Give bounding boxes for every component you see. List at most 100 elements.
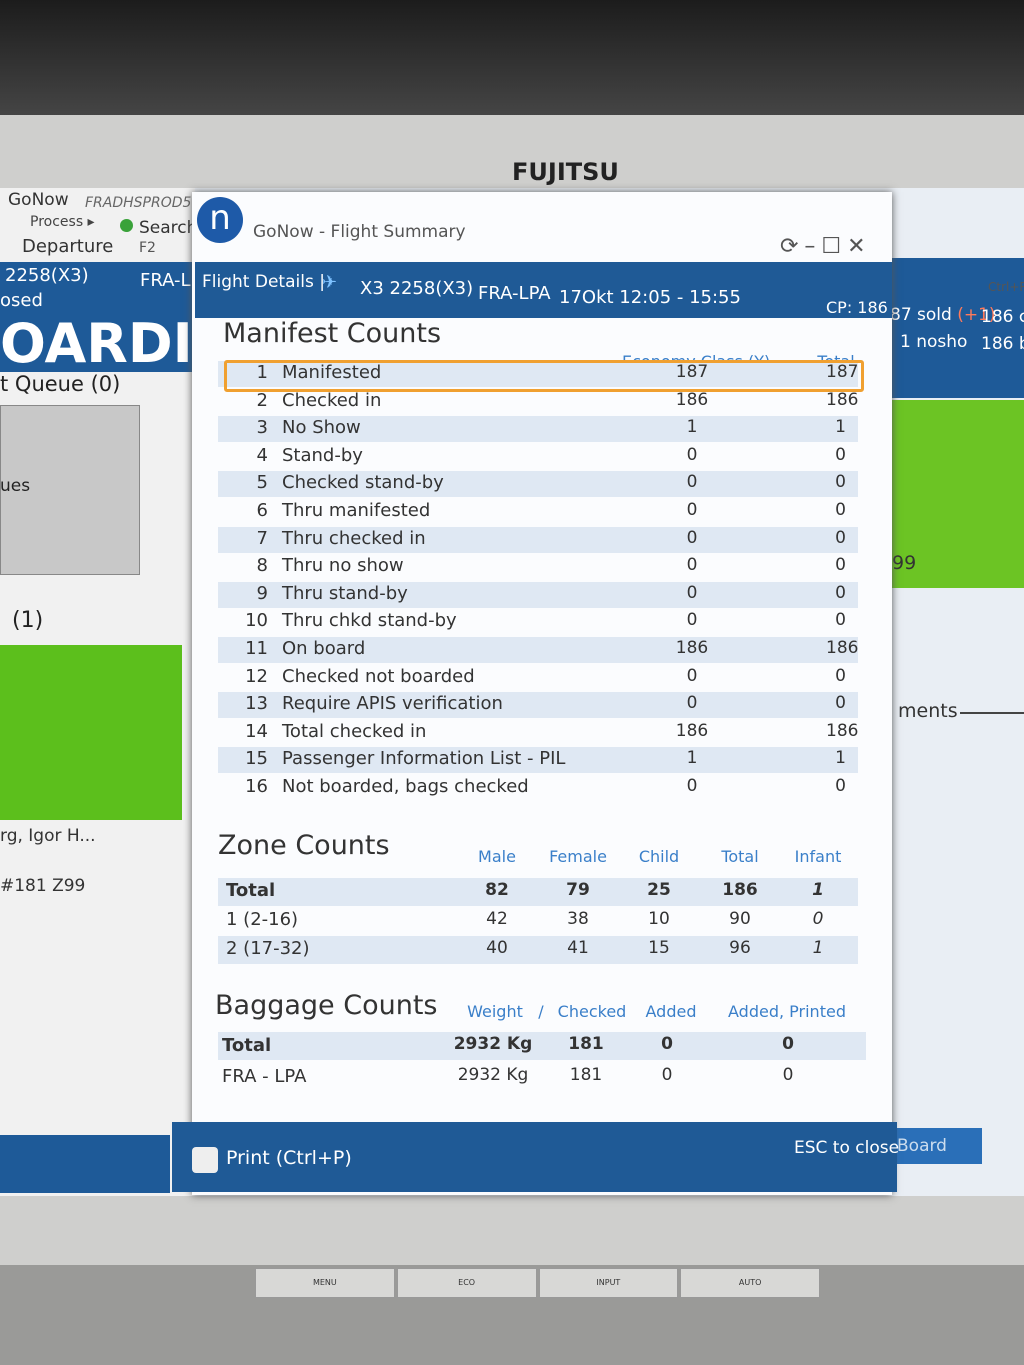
column-header: / <box>538 1002 544 1021</box>
row-label: Passenger Information List - PIL <box>282 748 566 770</box>
row-band <box>218 637 858 663</box>
cell: 0 <box>782 1034 794 1054</box>
cell: 0 <box>835 500 846 520</box>
row-band <box>218 747 858 774</box>
window-controls[interactable]: ⟳–☐✕ <box>780 234 872 259</box>
cell: 0 <box>835 693 846 714</box>
wall <box>0 0 1024 130</box>
row-number: 13 <box>245 693 268 715</box>
row-band <box>218 526 858 553</box>
cell: 0 <box>835 776 846 796</box>
selection-outline <box>224 360 864 392</box>
cell: 186 <box>826 720 859 741</box>
app-logo: n <box>197 197 243 243</box>
row-label: Thru stand-by <box>282 582 408 604</box>
cell: 0 <box>686 693 698 714</box>
app-name: GoNow <box>8 190 69 210</box>
row-label: 2 (17-32) <box>226 938 310 959</box>
row-label: Thru manifested <box>282 500 431 521</box>
cell: 25 <box>647 880 671 900</box>
monitor-button[interactable]: AUTO <box>680 1268 820 1298</box>
key: F2 <box>139 240 156 256</box>
row-number: 11 <box>245 638 268 659</box>
status-dot <box>120 219 133 232</box>
cell: 10 <box>648 909 670 929</box>
row-label: Total checked in <box>282 720 427 742</box>
status-tile <box>0 645 182 820</box>
header-cp: CP: 186 <box>826 298 888 317</box>
cell: 187 <box>675 362 709 382</box>
column-header: Weight <box>467 1002 523 1021</box>
cell: 0 <box>661 1065 673 1085</box>
cell: 0 <box>686 555 698 576</box>
cell: 186 <box>675 720 709 741</box>
row-label: On board <box>282 638 366 659</box>
header-time: 17Okt 12:05 - 15:55 <box>559 287 741 308</box>
menu[interactable]: Process ▸ <box>30 214 95 230</box>
row-number: 7 <box>256 527 268 549</box>
cell: 2932 Kg <box>453 1034 533 1054</box>
status: osed <box>0 290 43 311</box>
queue: t Queue (0) <box>0 372 121 396</box>
cell: 0 <box>835 555 846 576</box>
flight: 2258(X3) <box>5 265 89 286</box>
board-button[interactable]: Board <box>897 1128 982 1164</box>
row-number: 14 <box>245 720 268 742</box>
row-number: 8 <box>256 555 268 577</box>
row-band <box>218 581 858 608</box>
cell: 0 <box>686 665 698 686</box>
row-label: Stand-by <box>282 444 363 466</box>
header-bar <box>195 262 892 318</box>
monitor-button[interactable]: ECO <box>396 1268 537 1298</box>
row-band <box>218 1032 866 1060</box>
item: ues <box>0 476 31 496</box>
cell: 1 <box>835 748 846 769</box>
cell: 181 <box>569 1065 603 1085</box>
cell: 0 <box>835 665 846 686</box>
row-label: Not boarded, bags checked <box>282 776 529 797</box>
label: ments <box>898 700 958 722</box>
cell: 79 <box>566 880 590 900</box>
row-label: Require APIS verification <box>282 693 503 715</box>
column-header: Female <box>549 847 607 866</box>
tab[interactable]: Departure <box>22 236 114 257</box>
cell: 0 <box>686 582 698 603</box>
row-band <box>218 692 858 719</box>
cell: 0 <box>686 444 698 465</box>
row-band <box>218 936 858 964</box>
monitor-buttons: MENU ECO INPUT AUTO <box>255 1268 820 1298</box>
cell: 186 <box>675 638 709 658</box>
queue-box <box>0 405 140 575</box>
cell: 186 <box>675 389 709 410</box>
plane-icon: ✈ <box>322 272 338 293</box>
status-tile <box>890 400 1024 588</box>
route: FRA-L <box>140 270 191 291</box>
header-label: Flight Details | <box>202 272 325 292</box>
column-header: Infant <box>794 847 842 866</box>
row-number: 9 <box>256 582 268 604</box>
search[interactable]: Search <box>139 218 198 238</box>
cell: 186 <box>826 389 859 410</box>
row-label: FRA - LPA <box>222 1066 307 1087</box>
column-header: Added <box>645 1002 697 1021</box>
monitor-button[interactable]: INPUT <box>538 1268 679 1298</box>
close-hint[interactable]: ESC to close <box>794 1138 900 1158</box>
print-button[interactable]: Print (Ctrl+P) <box>226 1147 352 1169</box>
row-label: Total <box>222 1035 272 1056</box>
cell: 0 <box>835 527 846 548</box>
monitor-button[interactable]: MENU <box>255 1268 395 1298</box>
cell: 0 <box>686 776 698 796</box>
header-route: FRA-LPA <box>478 283 551 304</box>
row-label: Thru checked in <box>282 527 426 549</box>
cell: 90 <box>729 909 751 929</box>
row-label: Total <box>226 880 276 901</box>
column-header: Added, Printed <box>728 1002 846 1021</box>
cell: 186 <box>722 880 758 900</box>
shortcut: Ctrl+R <box>988 280 1024 294</box>
noshow: 1 nosho <box>900 332 968 352</box>
cell: 40 <box>486 938 508 958</box>
print-icon <box>192 1147 218 1173</box>
row-label: Checked not boarded <box>282 665 475 687</box>
row-band <box>218 878 858 906</box>
cell: 0 <box>782 1065 794 1085</box>
